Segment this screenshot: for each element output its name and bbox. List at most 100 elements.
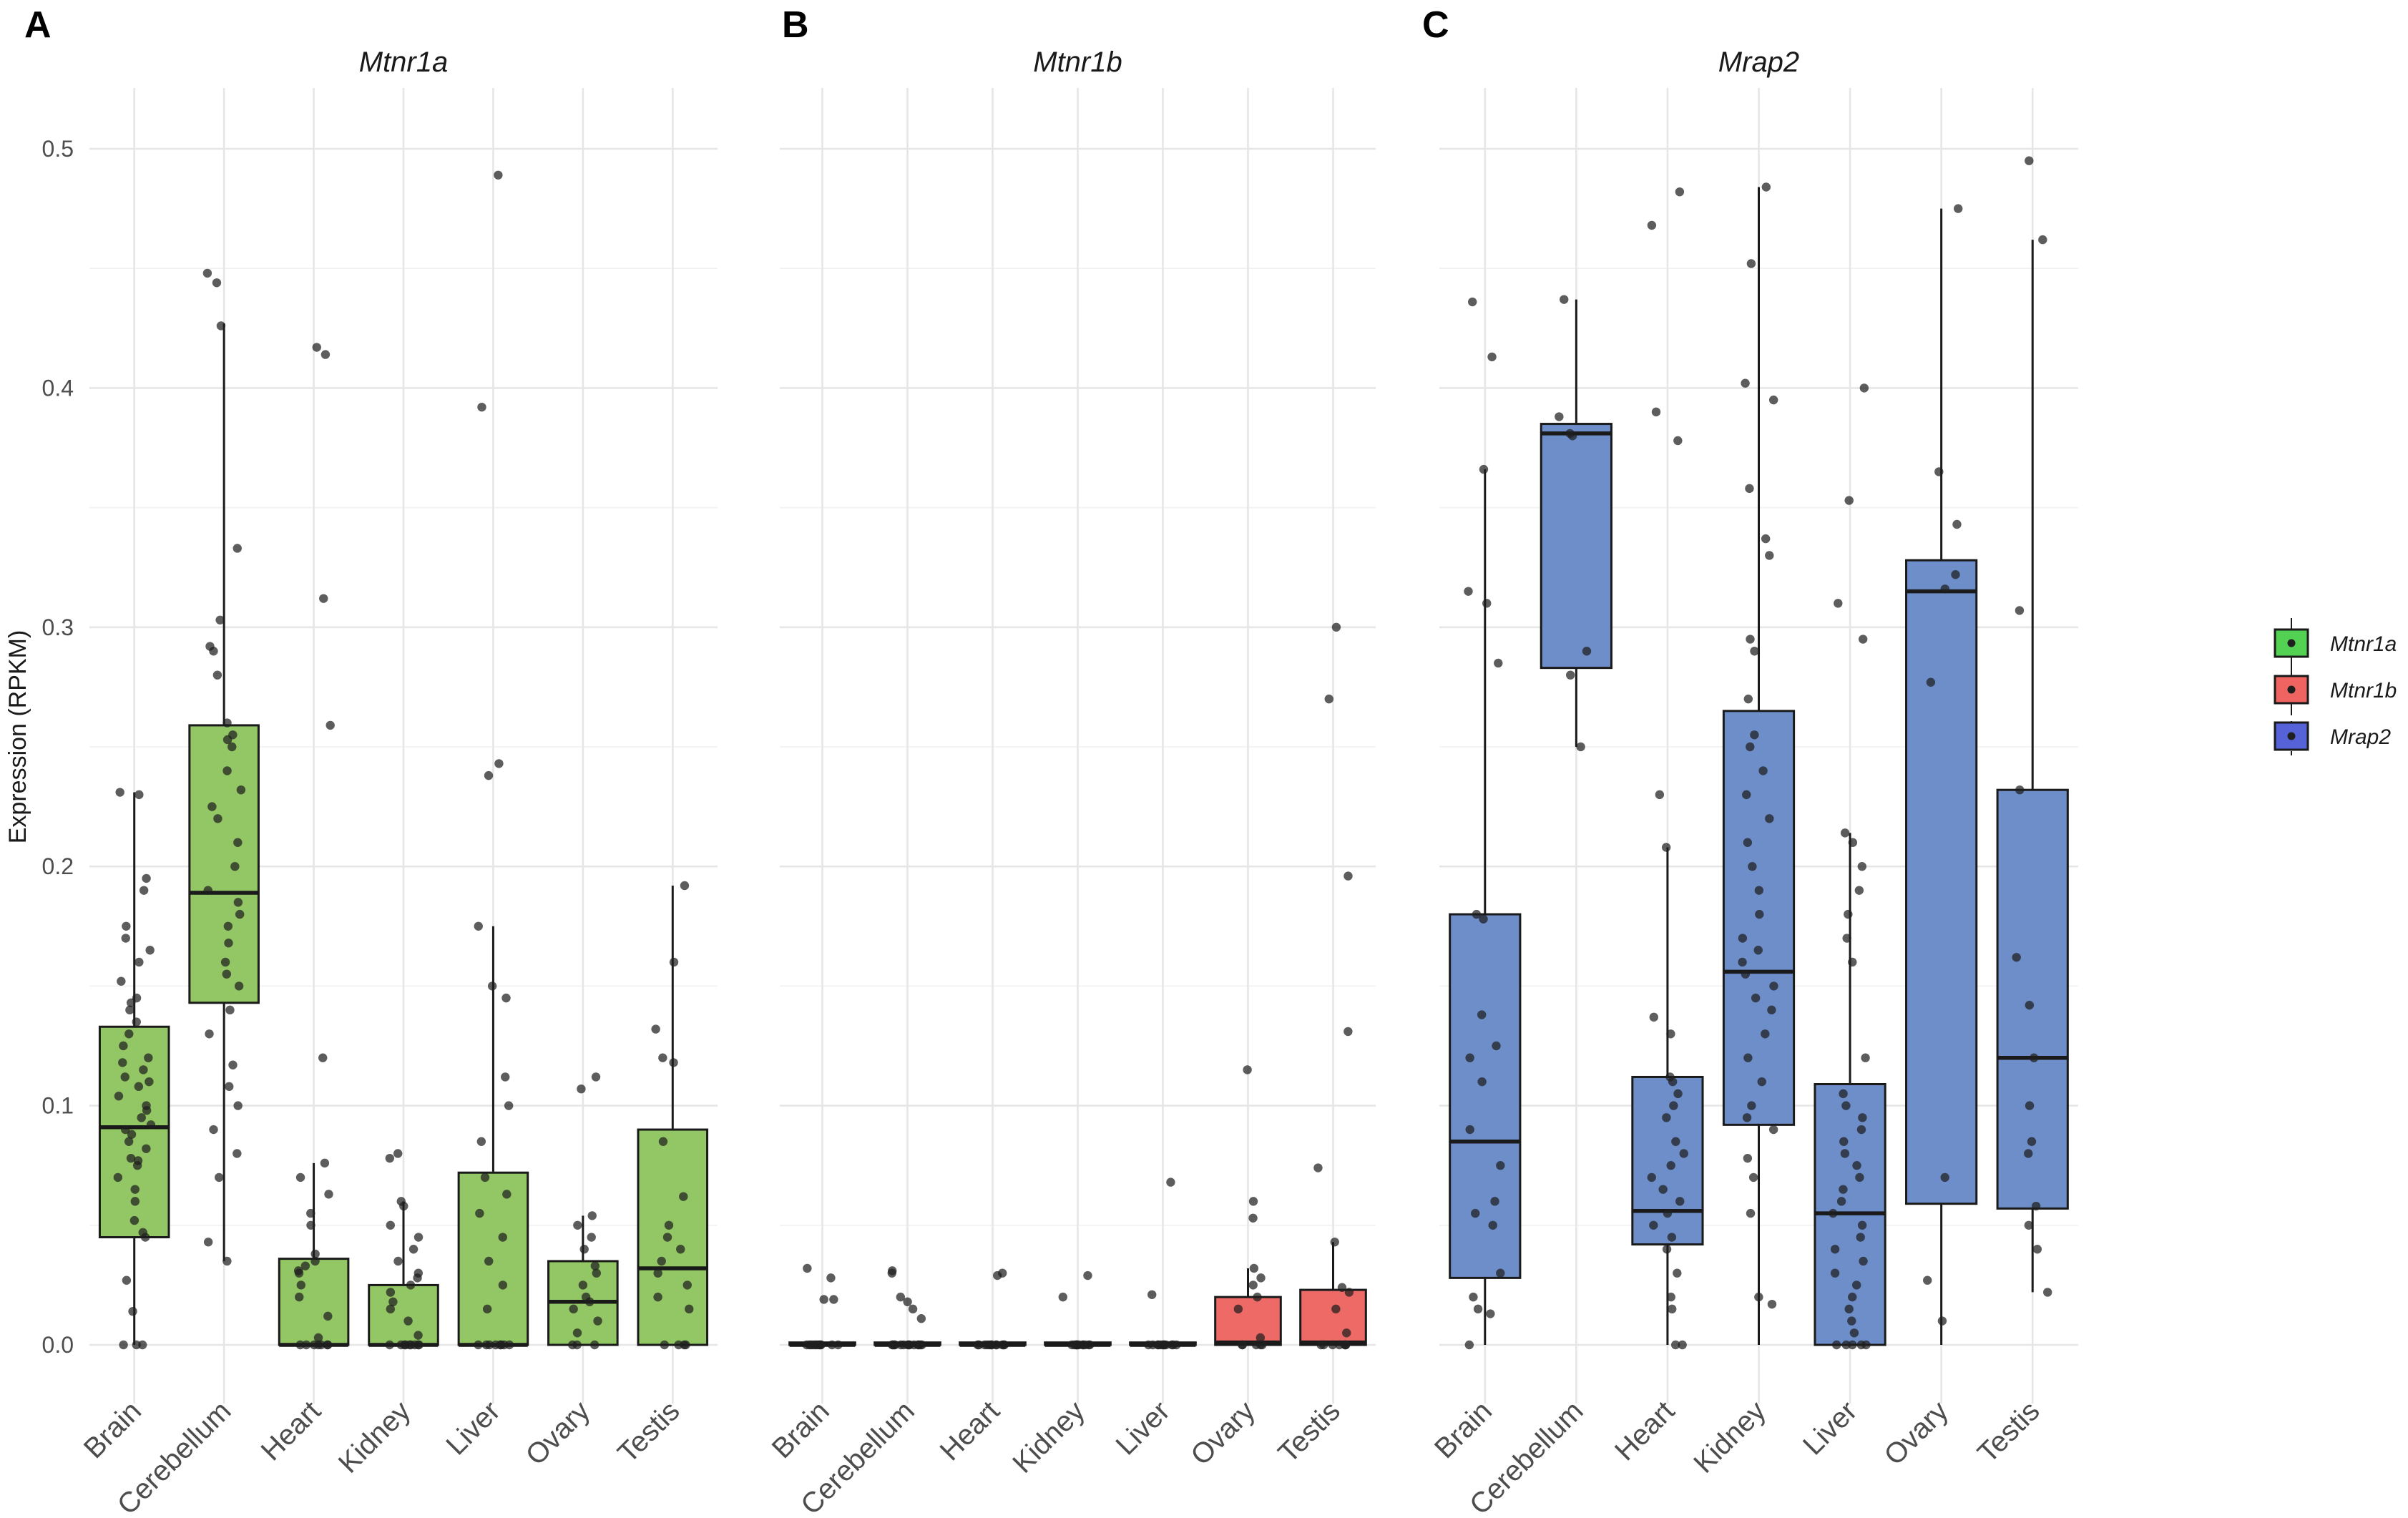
data-point bbox=[653, 1268, 662, 1278]
data-point bbox=[1859, 383, 1869, 393]
data-point bbox=[1482, 599, 1492, 608]
data-point bbox=[121, 934, 130, 943]
data-point bbox=[215, 1172, 224, 1182]
data-point bbox=[676, 1245, 685, 1254]
data-point bbox=[212, 278, 222, 288]
data-point bbox=[134, 790, 144, 800]
data-point bbox=[320, 1158, 330, 1168]
data-point bbox=[1743, 838, 1753, 847]
y-tick-label: 0.2 bbox=[42, 853, 74, 879]
data-point bbox=[320, 350, 331, 359]
data-point bbox=[134, 957, 144, 967]
data-point bbox=[139, 886, 149, 895]
data-point bbox=[2032, 1245, 2042, 1254]
data-point bbox=[1666, 1292, 1675, 1302]
data-point bbox=[1651, 407, 1661, 417]
data-point bbox=[1834, 599, 1843, 608]
data-point bbox=[653, 1292, 662, 1302]
data-point bbox=[1678, 1340, 1687, 1350]
data-point bbox=[1465, 1053, 1474, 1062]
data-point bbox=[888, 1266, 897, 1275]
data-point bbox=[669, 957, 679, 967]
data-point bbox=[406, 1280, 416, 1290]
data-point bbox=[207, 802, 217, 811]
box-ovary bbox=[1214, 1268, 1282, 1346]
points-kidney bbox=[1058, 1270, 1095, 1350]
data-point bbox=[908, 1304, 918, 1314]
box-cerebellum bbox=[1540, 299, 1612, 747]
data-point bbox=[113, 1172, 123, 1182]
box-body bbox=[1631, 1075, 1704, 1246]
data-point bbox=[202, 268, 212, 278]
data-point bbox=[1344, 1027, 1353, 1037]
data-point bbox=[1858, 1113, 1867, 1122]
data-point bbox=[826, 1273, 836, 1283]
data-point bbox=[125, 1005, 134, 1015]
data-point bbox=[482, 1304, 492, 1314]
panel-letter: C bbox=[1422, 4, 1449, 46]
data-point bbox=[127, 1130, 137, 1139]
data-point bbox=[1940, 1172, 1949, 1182]
data-point bbox=[593, 1316, 602, 1326]
data-point bbox=[1848, 1292, 1857, 1302]
data-point bbox=[1662, 1245, 1672, 1254]
data-point bbox=[1238, 1340, 1247, 1350]
data-point bbox=[132, 993, 142, 1003]
x-tick-label: Brain bbox=[766, 1395, 836, 1464]
data-point bbox=[1767, 1299, 1777, 1309]
box-brain bbox=[98, 792, 170, 1345]
data-point bbox=[2043, 1288, 2052, 1297]
y-tick-label: 0.5 bbox=[42, 136, 74, 162]
panel-title: Mrap2 bbox=[1718, 46, 1799, 78]
data-point bbox=[414, 1340, 424, 1350]
data-point bbox=[1952, 519, 1962, 529]
data-point bbox=[137, 1113, 146, 1122]
data-point bbox=[1738, 957, 1747, 967]
data-point bbox=[1861, 1340, 1871, 1350]
data-point bbox=[228, 1060, 238, 1069]
panel-title: Mtnr1b bbox=[1033, 46, 1122, 78]
data-point bbox=[1832, 1340, 1841, 1350]
data-point bbox=[579, 1245, 589, 1254]
data-point bbox=[1830, 1268, 1840, 1278]
data-point bbox=[1490, 1197, 1499, 1206]
data-point bbox=[568, 1340, 577, 1350]
data-point bbox=[323, 1340, 332, 1350]
data-point bbox=[119, 1041, 128, 1051]
data-point bbox=[803, 1263, 812, 1273]
data-point bbox=[1253, 1292, 1262, 1302]
data-point bbox=[1673, 1268, 1682, 1278]
data-point bbox=[324, 1190, 333, 1199]
data-point bbox=[230, 862, 240, 871]
data-point bbox=[1746, 259, 1756, 268]
data-point bbox=[1492, 1041, 1501, 1051]
data-point bbox=[1848, 957, 1857, 967]
data-point bbox=[1848, 838, 1858, 847]
data-point bbox=[301, 1340, 311, 1350]
data-point bbox=[235, 909, 245, 919]
data-point bbox=[121, 1125, 130, 1135]
data-point bbox=[1248, 1213, 1258, 1223]
data-point bbox=[1765, 551, 1774, 560]
data-point bbox=[316, 1340, 326, 1350]
data-point bbox=[130, 1197, 140, 1206]
data-point bbox=[2038, 235, 2047, 245]
data-point bbox=[1855, 1172, 1864, 1182]
data-point bbox=[309, 1340, 319, 1350]
data-point bbox=[1854, 886, 1864, 895]
data-point bbox=[680, 1340, 689, 1350]
panel-letter: A bbox=[24, 4, 52, 46]
data-point bbox=[1344, 871, 1353, 881]
data-point bbox=[233, 1149, 242, 1158]
data-point bbox=[1840, 828, 1850, 838]
data-point bbox=[1951, 570, 1960, 579]
points-brain bbox=[802, 1263, 843, 1350]
data-point bbox=[233, 898, 243, 907]
data-point bbox=[1670, 1340, 1680, 1350]
data-point bbox=[1857, 862, 1867, 871]
points-cerebellum bbox=[887, 1266, 926, 1350]
legend-label: Mrap2 bbox=[2330, 725, 2391, 749]
data-point bbox=[310, 1256, 320, 1266]
data-point bbox=[1675, 187, 1685, 197]
gridlines bbox=[780, 88, 1376, 1404]
